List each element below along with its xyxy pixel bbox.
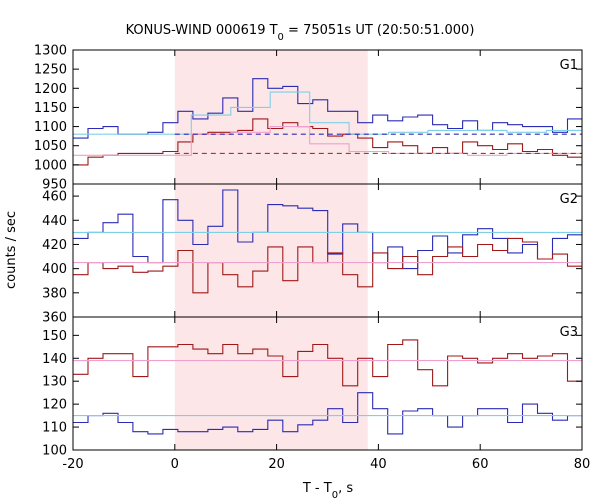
series-g1-pink [73,126,582,156]
y-tick-label: 1200 [34,82,67,97]
highlight-layer [174,50,368,450]
x-axis-label: T - T0, s [302,481,353,500]
y-tick-label: 1000 [34,158,67,173]
panel-frame-g3 [72,316,583,451]
panel-label-g1: G1 [560,58,578,73]
x-tick-label: -20 [62,457,83,472]
panel-label-g2: G2 [560,192,578,207]
frames-layer [72,49,583,451]
y-tick-label: 140 [42,352,67,367]
text-layer: 9501000105011001150120012501300G13603804… [4,23,590,500]
y-axis-label: counts / sec [4,211,19,289]
x-tick-label: 0 [171,457,179,472]
series-g2-red [73,231,582,294]
x-tick-label: 60 [472,457,489,472]
y-tick-label: 1150 [34,101,67,116]
y-tick-label: 150 [42,329,67,344]
y-tick-label: 400 [42,262,67,277]
x-tick-label: 40 [370,457,387,472]
x-tick-label: 20 [268,457,285,472]
series-layer [73,78,582,435]
chart-title: KONUS-WIND 000619 T0 = 75051s UT (20:50:… [126,23,475,43]
y-tick-label: 360 [42,311,67,326]
y-tick-label: 380 [42,286,67,301]
panel-g2-series [73,189,582,294]
y-tick-label: 1300 [34,44,67,59]
y-tick-label: 460 [42,190,67,205]
y-tick-label: 120 [42,398,67,413]
y-tick-label: 440 [42,214,67,229]
y-tick-label: 110 [42,421,67,436]
panel-g3-series [73,339,582,435]
panel-g1-series [73,78,582,166]
y-tick-label: 1050 [34,139,67,154]
y-tick-label: 950 [42,178,67,193]
highlight-interval [174,50,368,450]
panel-label-g3: G3 [560,325,578,340]
series-g3-red [73,339,582,387]
x-tick-label: 80 [574,457,591,472]
series-g1-blue [73,78,582,139]
series-g2-blue [73,189,582,270]
y-tick-label: 130 [42,375,67,390]
series-g1-cyan [73,91,582,135]
y-tick-label: 100 [42,444,67,459]
y-tick-label: 1100 [34,120,67,135]
y-tick-label: 420 [42,238,67,253]
series-g1-red [73,118,582,166]
y-tick-label: 1250 [34,63,67,78]
